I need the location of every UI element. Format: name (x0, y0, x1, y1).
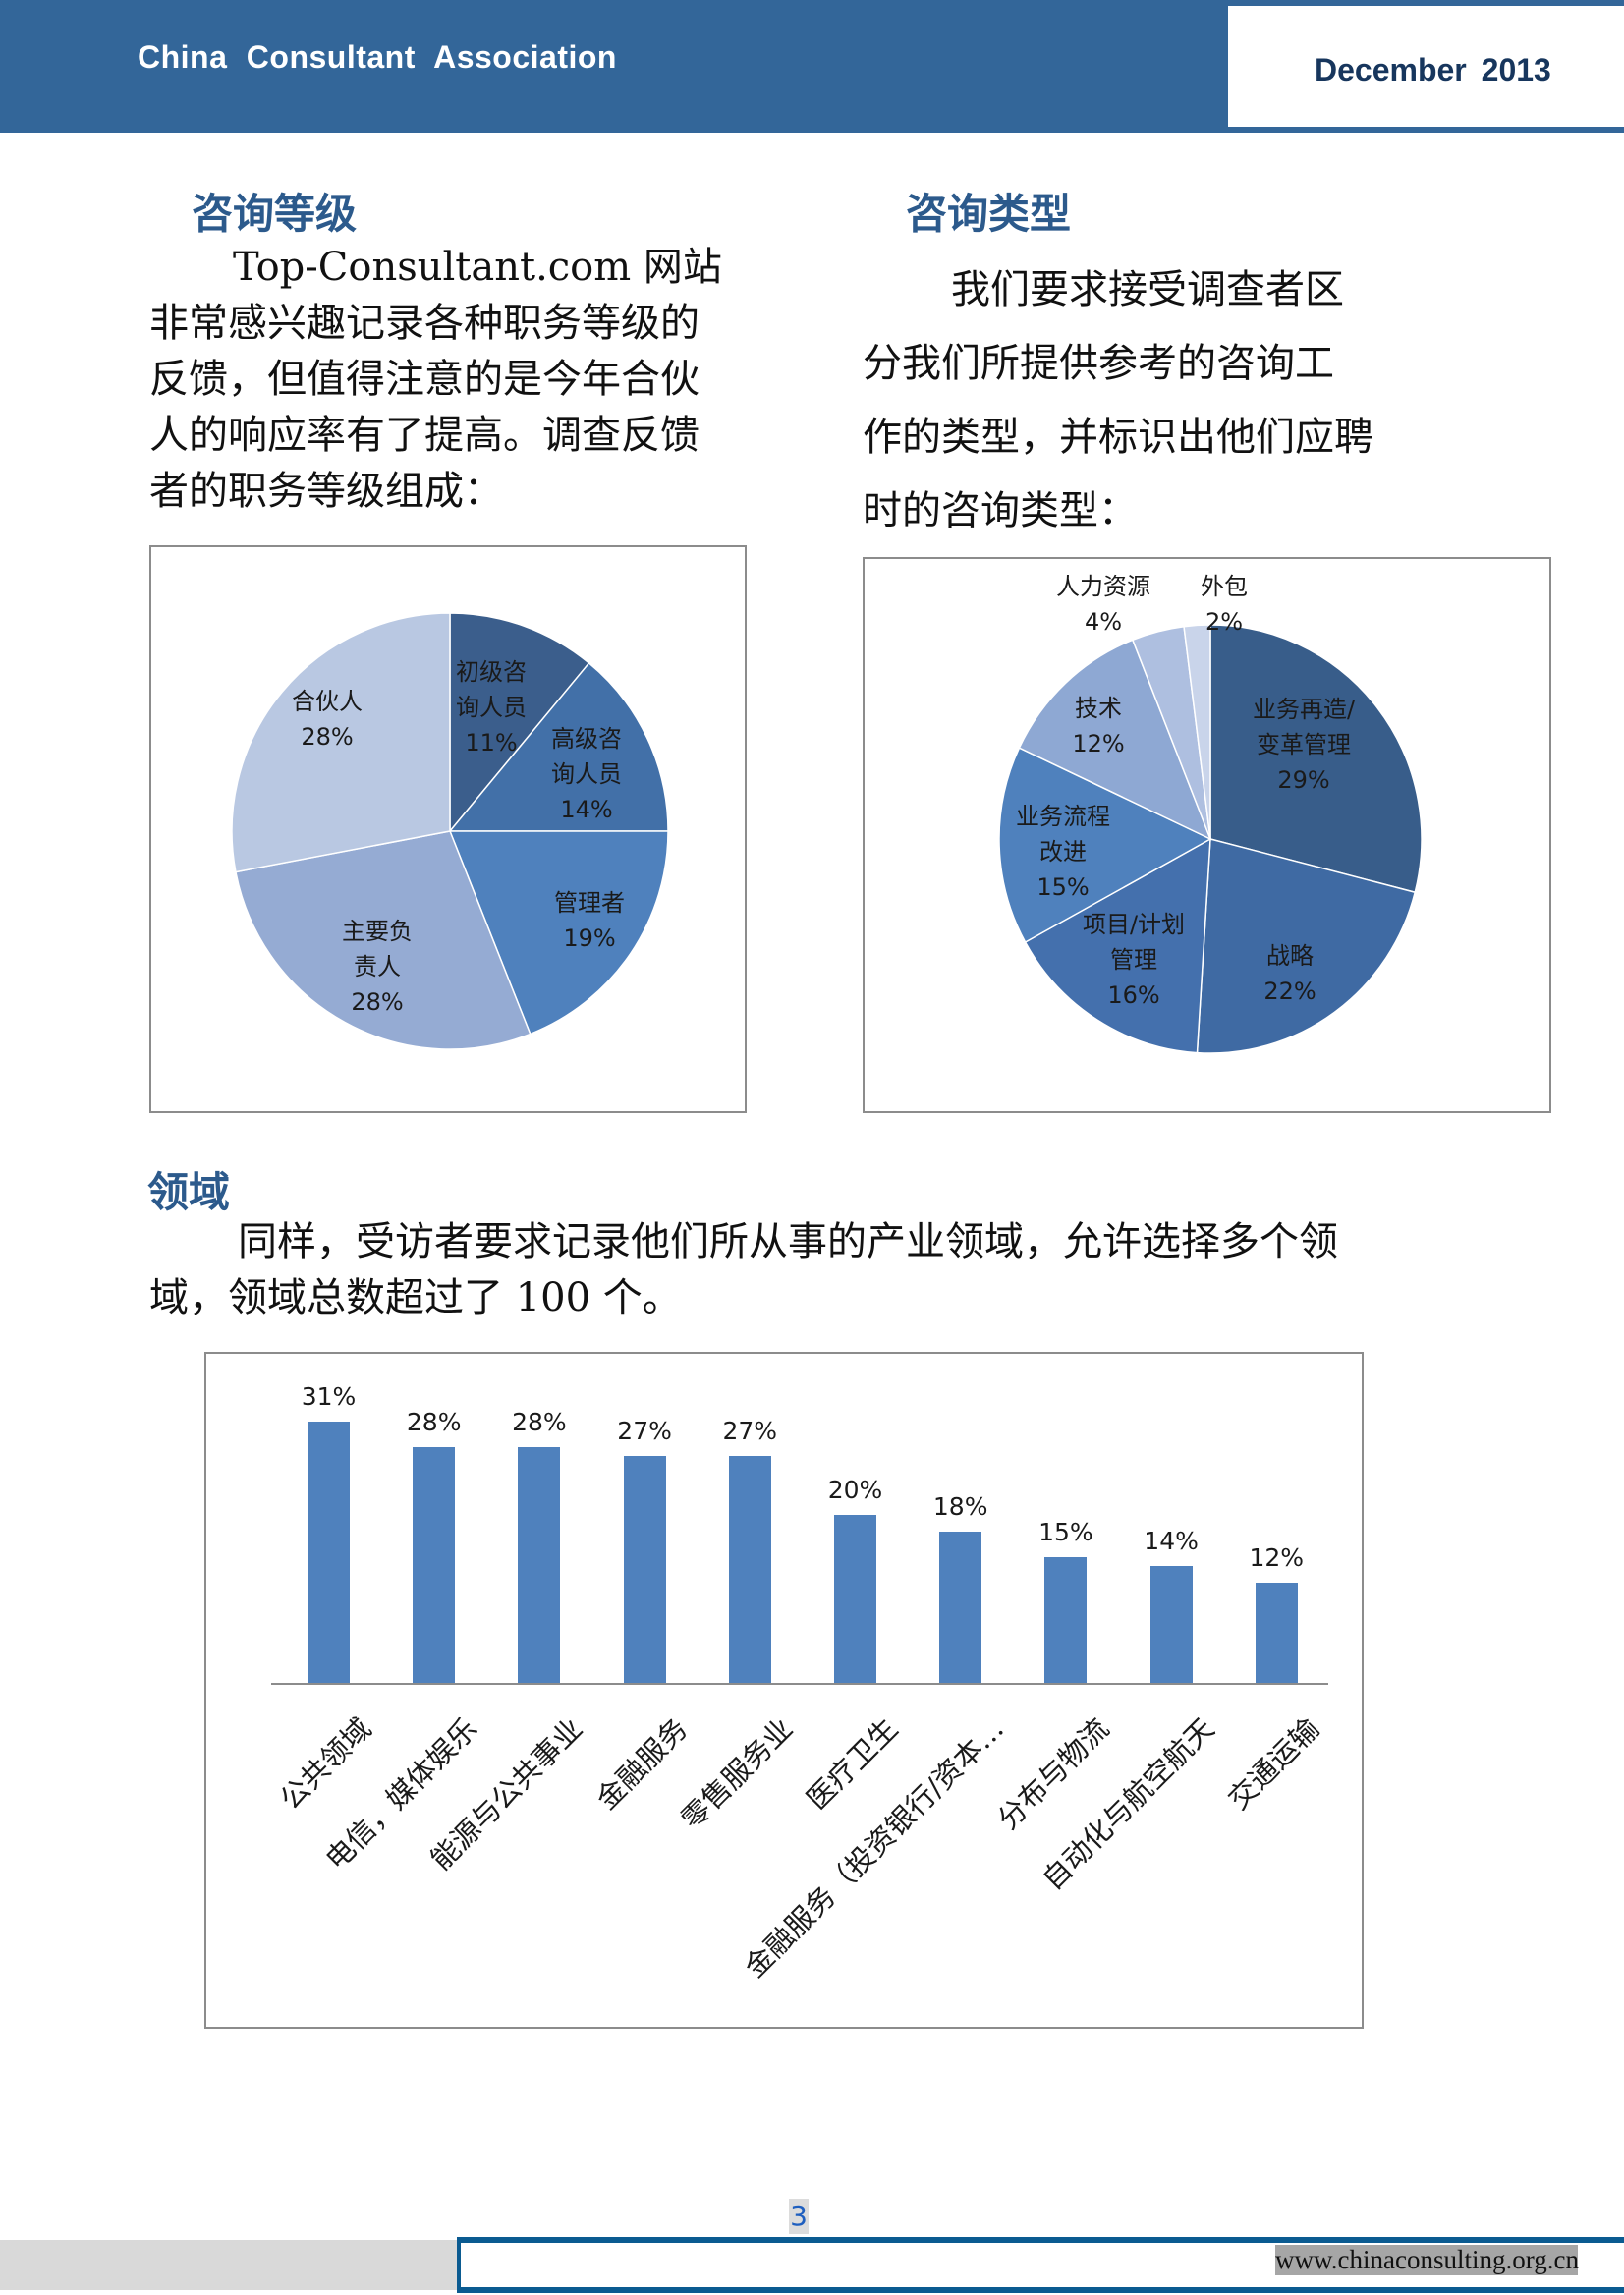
pie-slice (448, 661, 669, 832)
pie-slice-label: 战略 22% (1263, 942, 1316, 1005)
bar (518, 1447, 561, 1684)
bar-value-label: 12% (1249, 1542, 1305, 1572)
bar-value-label: 28% (406, 1408, 462, 1437)
pie-slice (1183, 624, 1211, 840)
x-axis-line (271, 1683, 1328, 1685)
bar-value-label: 18% (932, 1492, 988, 1522)
paragraph-line: 反馈，但值得注意的是今年合伙 (149, 357, 700, 402)
type-pie-chart: 业务再造/变革管理 29% 战略 22% 项目/计划 管理 16% 业务流程 改进 15% 技术 12… (863, 557, 1551, 1113)
pie-slice (1196, 838, 1417, 1054)
pie-slice (449, 612, 590, 834)
paragraph-line: 域，领域总数超过了 100 个。 (149, 1275, 682, 1320)
paragraph-line: 人的响应率有了提高。调查反馈 (149, 413, 700, 458)
bar (413, 1447, 456, 1684)
pie-slice (235, 830, 532, 1050)
pie-slice-label: 管理者 19% (554, 889, 625, 952)
pie-slice (1209, 624, 1423, 894)
paragraph-line: 非常感兴趣记录各种职务等级的 (149, 301, 700, 346)
bar-value-label: 28% (512, 1408, 567, 1437)
pie-slice (231, 612, 451, 873)
bar (939, 1532, 982, 1684)
domain-paragraph: 同样，受访者要求记录他们所从事的产业领域，允许选择多个领 域，领域总数超过了 1… (149, 1214, 1525, 1326)
bar-value-label: 27% (722, 1416, 778, 1445)
publication-title: China Consultant Association (138, 39, 617, 75)
level-pie-chart: 初级咨 询人员 11% 高级咨 询人员 14% 管理者 19% 主要负 责人 28% 合伙人 28% (149, 545, 747, 1113)
pie-slice-label: 人力资源 4% (1056, 573, 1150, 636)
bar (834, 1515, 876, 1684)
bar (308, 1422, 350, 1684)
domain-bar-chart: 31% 公共领域 28% 电信，媒体娱乐 28% 能源与公共事业 27% 金融服务 27% 零售服… (204, 1352, 1364, 2029)
pie-slice-label: 主要负 责人 28% (342, 918, 413, 1016)
pie-slice-label: 初级咨 询人员 11% (456, 658, 527, 756)
level-paragraph: Top-Consultant.com 网站 非常感兴趣记录各种职务等级的 反馈，… (149, 240, 778, 520)
pie-slice (998, 747, 1212, 944)
page-number: 3 (789, 2199, 809, 2234)
paragraph-line: 时的咨询类型： (863, 488, 1138, 533)
bar-category-label: 零售服务业 (675, 1711, 800, 1836)
bar (1255, 1582, 1298, 1684)
paragraph-line: 我们要求接受调查者区 (951, 267, 1344, 312)
type-pie-svg (998, 624, 1423, 1054)
footer-url[interactable]: www.chinaconsulting.org.cn (1275, 2245, 1579, 2275)
pie-slice-label: 业务流程 改进 15% (1016, 803, 1110, 901)
level-pie-svg (231, 612, 669, 1050)
bar-value-label: 27% (617, 1416, 672, 1445)
bar-value-label: 20% (827, 1476, 883, 1504)
paragraph-line: 分我们所提供参考的咨询工 (863, 341, 1334, 386)
bar (623, 1455, 666, 1684)
paragraph-line: 作的类型，并标识出他们应聘 (863, 415, 1373, 460)
pie-slice (448, 830, 669, 1036)
paragraph-line: 同样，受访者要求记录他们所从事的产业领域，允许选择多个领 (238, 1219, 1338, 1264)
pie-slice-label: 业务再造/变革管理 29% (1252, 696, 1356, 794)
pie-slice-label: 合伙人 28% (292, 688, 363, 751)
section-heading-domain: 领域 (147, 1168, 231, 1216)
bar-value-label: 31% (301, 1382, 357, 1412)
paragraph-line: 者的职务等级组成： (149, 469, 503, 514)
type-paragraph: 我们要求接受调查者区 分我们所提供参考的咨询工 作的类型，并标识出他们应聘 时的… (863, 253, 1491, 548)
issue-date: December 2013 (1315, 52, 1551, 87)
pie-slice (1024, 837, 1211, 1054)
pie-slice-label: 外包 2% (1201, 573, 1248, 636)
bar-category-label: 交通运输 (1221, 1711, 1326, 1817)
pie-slice-label: 技术 12% (1072, 695, 1125, 757)
date-box (1228, 6, 1624, 127)
section-heading-type: 咨询类型 (906, 190, 1072, 238)
pie-slice-label: 高级咨 询人员 14% (551, 725, 622, 823)
bar-value-label: 15% (1038, 1518, 1093, 1546)
section-heading-level: 咨询等级 (192, 190, 358, 238)
pie-slice-label: 项目/计划 管理 16% (1082, 911, 1186, 1009)
pie-slice (1018, 639, 1212, 841)
bar-value-label: 14% (1144, 1526, 1199, 1555)
bar (1044, 1557, 1088, 1684)
footer-grey-block (0, 2240, 457, 2290)
paragraph-line: Top-Consultant.com 网站 (233, 245, 722, 290)
bar (728, 1455, 771, 1684)
bar (1149, 1565, 1193, 1684)
